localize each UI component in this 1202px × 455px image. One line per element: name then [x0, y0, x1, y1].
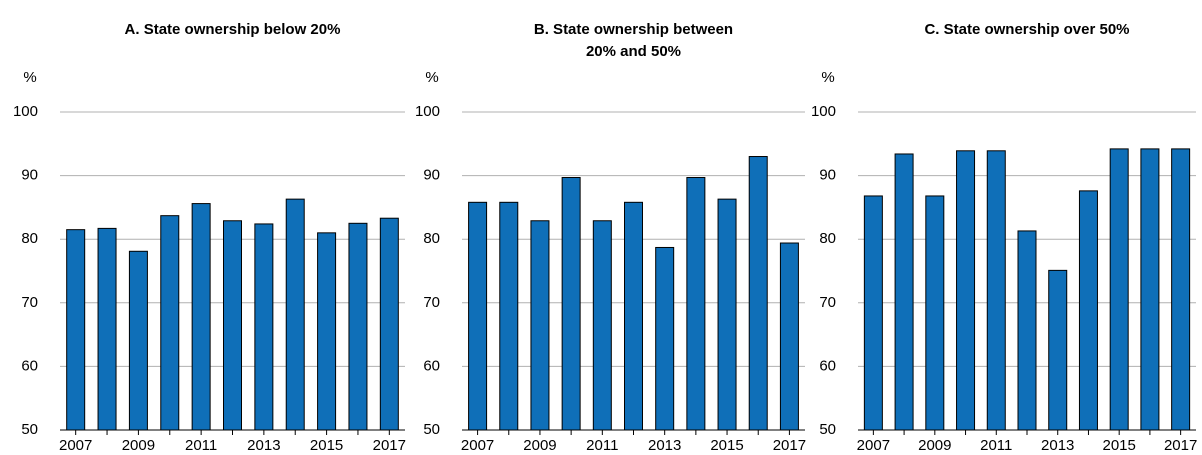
- y-tick-label: 90: [21, 167, 38, 184]
- y-tick-label: 60: [819, 357, 836, 374]
- x-tick-label: 2009: [122, 437, 155, 454]
- y-tick-label: 90: [423, 167, 440, 184]
- x-tick-label: 2007: [857, 437, 890, 454]
- x-tick-label: 2013: [1041, 437, 1074, 454]
- y-tick-label: 50: [819, 421, 836, 438]
- bar: [348, 222, 368, 431]
- y-tick-label: 70: [819, 294, 836, 311]
- bar: [128, 250, 148, 431]
- bar: [97, 227, 117, 431]
- bar: [1078, 190, 1098, 431]
- y-tick-label: 80: [21, 230, 38, 247]
- x-tick-label: 2009: [523, 437, 556, 454]
- y-tick-label: 50: [21, 421, 38, 438]
- y-tick-label: 60: [21, 357, 38, 374]
- y-tick-label: 90: [819, 167, 836, 184]
- panel-title: B. State ownership between: [534, 21, 733, 38]
- bar: [1017, 230, 1037, 431]
- y-tick-label: 50: [423, 421, 440, 438]
- x-tick-label: 2007: [59, 437, 92, 454]
- bar: [561, 177, 581, 431]
- panel-title: C. State ownership over 50%: [924, 21, 1129, 38]
- y-tick-label: 80: [423, 230, 440, 247]
- bar: [1109, 148, 1129, 431]
- x-tick-label: 2015: [710, 437, 743, 454]
- bar: [624, 201, 643, 431]
- panel-title: 20% and 50%: [586, 43, 681, 60]
- bar: [1048, 269, 1068, 431]
- bar: [317, 232, 337, 431]
- x-tick-label: 2011: [185, 437, 217, 454]
- y-tick-label: 100: [415, 103, 440, 120]
- x-tick-label: 2017: [373, 437, 406, 454]
- x-tick-label: 2009: [918, 437, 951, 454]
- bar: [592, 220, 612, 431]
- bar: [748, 156, 768, 431]
- y-tick-label: 70: [423, 294, 440, 311]
- y-tick-label: 100: [811, 103, 836, 120]
- bar: [499, 201, 519, 431]
- bar: [468, 201, 488, 431]
- x-tick-label: 2017: [1164, 437, 1197, 454]
- bar: [66, 229, 86, 431]
- bar: [925, 195, 945, 431]
- bar: [285, 198, 305, 431]
- bar: [254, 223, 274, 431]
- bar: [894, 153, 914, 431]
- bar: [223, 220, 242, 431]
- bar: [160, 215, 180, 431]
- bar: [986, 150, 1006, 431]
- bar: [956, 150, 976, 431]
- bar: [686, 177, 706, 431]
- x-tick-label: 2015: [1102, 437, 1135, 454]
- x-tick-label: 2015: [310, 437, 343, 454]
- y-axis-unit: %: [23, 69, 36, 86]
- x-tick-label: 2011: [586, 437, 618, 454]
- bar: [191, 203, 211, 431]
- y-tick-label: 80: [819, 230, 836, 247]
- bar: [655, 246, 675, 431]
- bar: [779, 242, 799, 431]
- y-tick-label: 100: [13, 103, 38, 120]
- x-tick-label: 2017: [773, 437, 806, 454]
- bar: [530, 220, 550, 431]
- bar: [1171, 148, 1191, 431]
- x-tick-label: 2011: [980, 437, 1012, 454]
- y-axis-unit: %: [821, 69, 834, 86]
- y-tick-label: 70: [21, 294, 38, 311]
- bar: [1140, 148, 1160, 431]
- x-tick-label: 2007: [461, 437, 494, 454]
- x-tick-label: 2013: [247, 437, 280, 454]
- bar: [717, 198, 737, 431]
- panel-title: A. State ownership below 20%: [125, 21, 341, 38]
- x-tick-label: 2013: [648, 437, 681, 454]
- bar: [863, 195, 883, 431]
- y-axis-unit: %: [425, 69, 438, 86]
- bar: [379, 217, 399, 431]
- y-tick-label: 60: [423, 357, 440, 374]
